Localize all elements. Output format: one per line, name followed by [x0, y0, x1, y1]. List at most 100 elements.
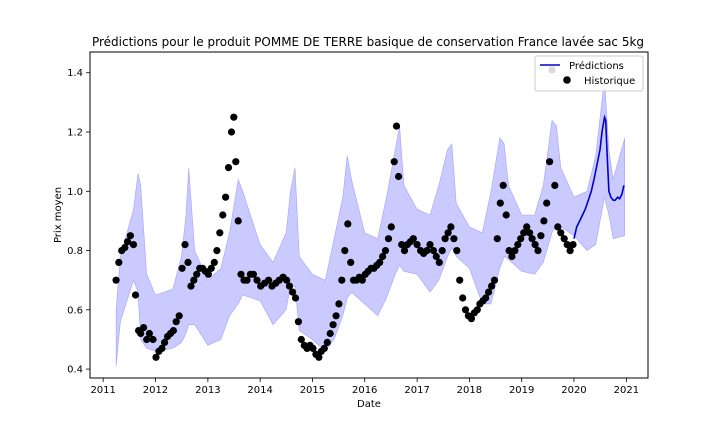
history-point — [554, 223, 562, 231]
y-tick-label: 1.2 — [67, 128, 83, 139]
history-point — [131, 291, 140, 299]
history-point — [381, 247, 390, 255]
chart-title: Prédictions pour le produit POMME DE TER… — [92, 35, 644, 49]
x-tick-label: 2019 — [509, 385, 534, 396]
history-point — [461, 306, 470, 314]
history-point — [123, 238, 132, 246]
x-tick-label: 2017 — [404, 385, 429, 396]
history-point — [175, 312, 183, 320]
history-point — [485, 288, 493, 296]
history-point — [234, 217, 242, 225]
history-point — [444, 229, 452, 237]
history-point — [435, 258, 443, 266]
history-point — [224, 164, 233, 172]
history-point — [178, 264, 186, 272]
history-point — [520, 229, 528, 237]
history-point — [297, 335, 305, 344]
x-tick-label: 2018 — [457, 385, 482, 396]
history-point — [551, 181, 559, 189]
history-point — [137, 329, 145, 338]
history-point — [390, 158, 398, 166]
history-point — [441, 235, 449, 243]
history-point — [453, 247, 461, 255]
history-point — [569, 241, 577, 249]
history-point — [216, 229, 224, 237]
history-point — [332, 312, 340, 320]
history-point — [447, 223, 455, 231]
history-point — [190, 276, 198, 284]
history-series — [112, 66, 577, 361]
history-point — [338, 276, 346, 284]
history-point — [152, 353, 160, 361]
y-tick-label: 1.4 — [67, 68, 83, 79]
history-point — [315, 353, 323, 361]
x-tick-label: 2015 — [300, 385, 325, 396]
history-point — [265, 276, 273, 284]
history-point — [323, 338, 331, 346]
history-point — [379, 252, 387, 261]
history-point — [149, 335, 157, 344]
history-point — [384, 235, 393, 243]
history-point — [126, 232, 134, 240]
history-point — [413, 241, 421, 249]
history-point — [563, 241, 571, 249]
x-tick-label: 2014 — [247, 385, 272, 396]
y-tick-label: 0.8 — [67, 246, 83, 257]
history-point — [543, 199, 551, 207]
history-point — [488, 282, 496, 290]
history-point — [291, 294, 300, 302]
history-point — [341, 247, 349, 255]
history-point — [219, 211, 227, 219]
history-point — [283, 276, 291, 284]
history-point — [496, 199, 504, 207]
history-point — [288, 288, 297, 296]
history-point — [499, 181, 507, 189]
history-point — [115, 258, 123, 266]
history-point — [528, 235, 536, 243]
history-point — [129, 241, 138, 249]
history-point — [143, 335, 151, 344]
axes-frame — [89, 51, 649, 379]
history-point — [227, 128, 236, 136]
history-point — [566, 247, 574, 255]
history-point — [112, 276, 120, 284]
x-tick-label: 2016 — [352, 385, 377, 396]
prediction-band — [115, 78, 625, 367]
history-point — [358, 276, 366, 284]
history-point — [409, 235, 417, 243]
history-point — [243, 276, 251, 284]
history-point — [493, 235, 501, 243]
history-point — [181, 241, 189, 249]
history-point — [213, 247, 221, 255]
history-point — [534, 247, 542, 255]
history-point — [326, 329, 334, 338]
history-point — [505, 247, 513, 255]
history-point — [511, 247, 519, 255]
prediction-line — [573, 114, 625, 239]
history-point — [526, 229, 534, 237]
history-point — [320, 344, 328, 352]
history-point — [140, 324, 148, 332]
history-point — [232, 158, 240, 166]
history-point — [482, 294, 490, 302]
x-axis-title: Date — [357, 399, 381, 410]
history-point — [329, 321, 337, 329]
history-point — [344, 220, 352, 228]
x-tick-label: 2013 — [195, 385, 220, 396]
legend-marker-history — [563, 76, 571, 84]
history-point — [400, 247, 409, 255]
legend: Prédictions Historique — [534, 55, 644, 92]
history-point — [193, 270, 201, 278]
history-point — [517, 235, 525, 243]
history-point — [230, 113, 238, 121]
history-point — [253, 276, 261, 284]
history-point — [523, 223, 531, 231]
plot-area — [112, 66, 625, 367]
history-point — [184, 258, 192, 266]
history-point — [121, 244, 129, 252]
history-point — [161, 338, 169, 346]
history-point — [309, 344, 317, 352]
history-point — [210, 258, 218, 266]
history-point — [335, 300, 343, 308]
history-point — [490, 276, 499, 284]
